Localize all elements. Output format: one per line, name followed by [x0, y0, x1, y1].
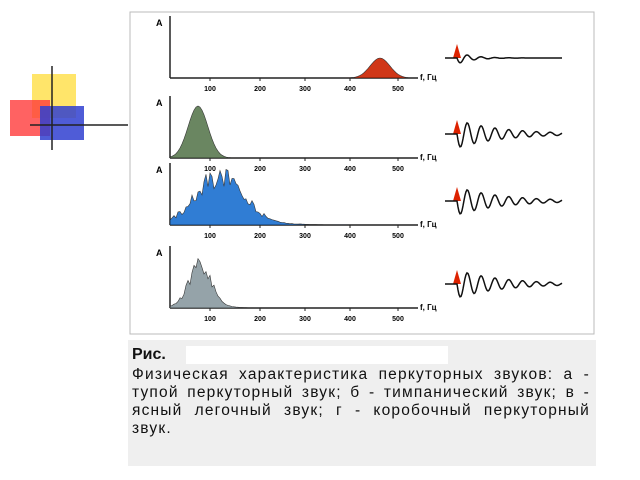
y-axis-label: A [156, 165, 163, 175]
tick-label: 200 [254, 316, 266, 323]
tick-label: 500 [392, 316, 404, 323]
figure: Af, Гц 100 200 300 400 500 Af, Гц 100 200 300 400 5… [10, 11, 595, 335]
spectrum [169, 257, 408, 309]
x-axis-label: f, Гц [420, 220, 437, 229]
caption-blank [185, 346, 448, 364]
tick-label: 400 [344, 166, 356, 173]
y-axis-label: A [156, 18, 163, 28]
tick-label: 200 [254, 166, 266, 173]
spectrum [169, 105, 408, 159]
spectrum [169, 169, 408, 226]
x-axis-label: f, Гц [420, 153, 437, 162]
caption: Рис. Физическая характеристика перкуторн… [128, 340, 596, 466]
waveform-spike [453, 44, 461, 58]
tick-label: 300 [299, 166, 311, 173]
tick-label: 300 [299, 233, 311, 240]
x-axis-label: f, Гц [420, 303, 437, 312]
caption-text: Физическая характеристика перкуторных зв… [132, 366, 590, 438]
waveform-spike [453, 187, 461, 201]
waveform-spike [453, 270, 461, 284]
tick-label: 100 [204, 86, 216, 93]
tick-label: 500 [392, 233, 404, 240]
y-axis-label: A [156, 98, 163, 108]
y-axis-label: A [156, 248, 163, 258]
tick-label: 200 [254, 86, 266, 93]
tick-label: 100 [204, 166, 216, 173]
spectrum [170, 57, 409, 79]
waveform [445, 121, 563, 148]
tick-label: 400 [344, 86, 356, 93]
waveform-spike [453, 120, 461, 134]
waveform [445, 54, 562, 64]
tick-label: 200 [254, 233, 266, 240]
waveform [445, 188, 563, 215]
tick-label: 400 [344, 316, 356, 323]
tick-label: 300 [299, 86, 311, 93]
tick-label: 100 [204, 316, 216, 323]
tick-label: 500 [392, 166, 404, 173]
tick-label: 400 [344, 233, 356, 240]
caption-label: Рис. [132, 346, 166, 364]
waveform [445, 271, 563, 298]
deco-square-blue [40, 106, 84, 140]
x-axis-label: f, Гц [420, 73, 437, 82]
tick-label: 500 [392, 86, 404, 93]
tick-label: 100 [204, 233, 216, 240]
tick-label: 300 [299, 316, 311, 323]
